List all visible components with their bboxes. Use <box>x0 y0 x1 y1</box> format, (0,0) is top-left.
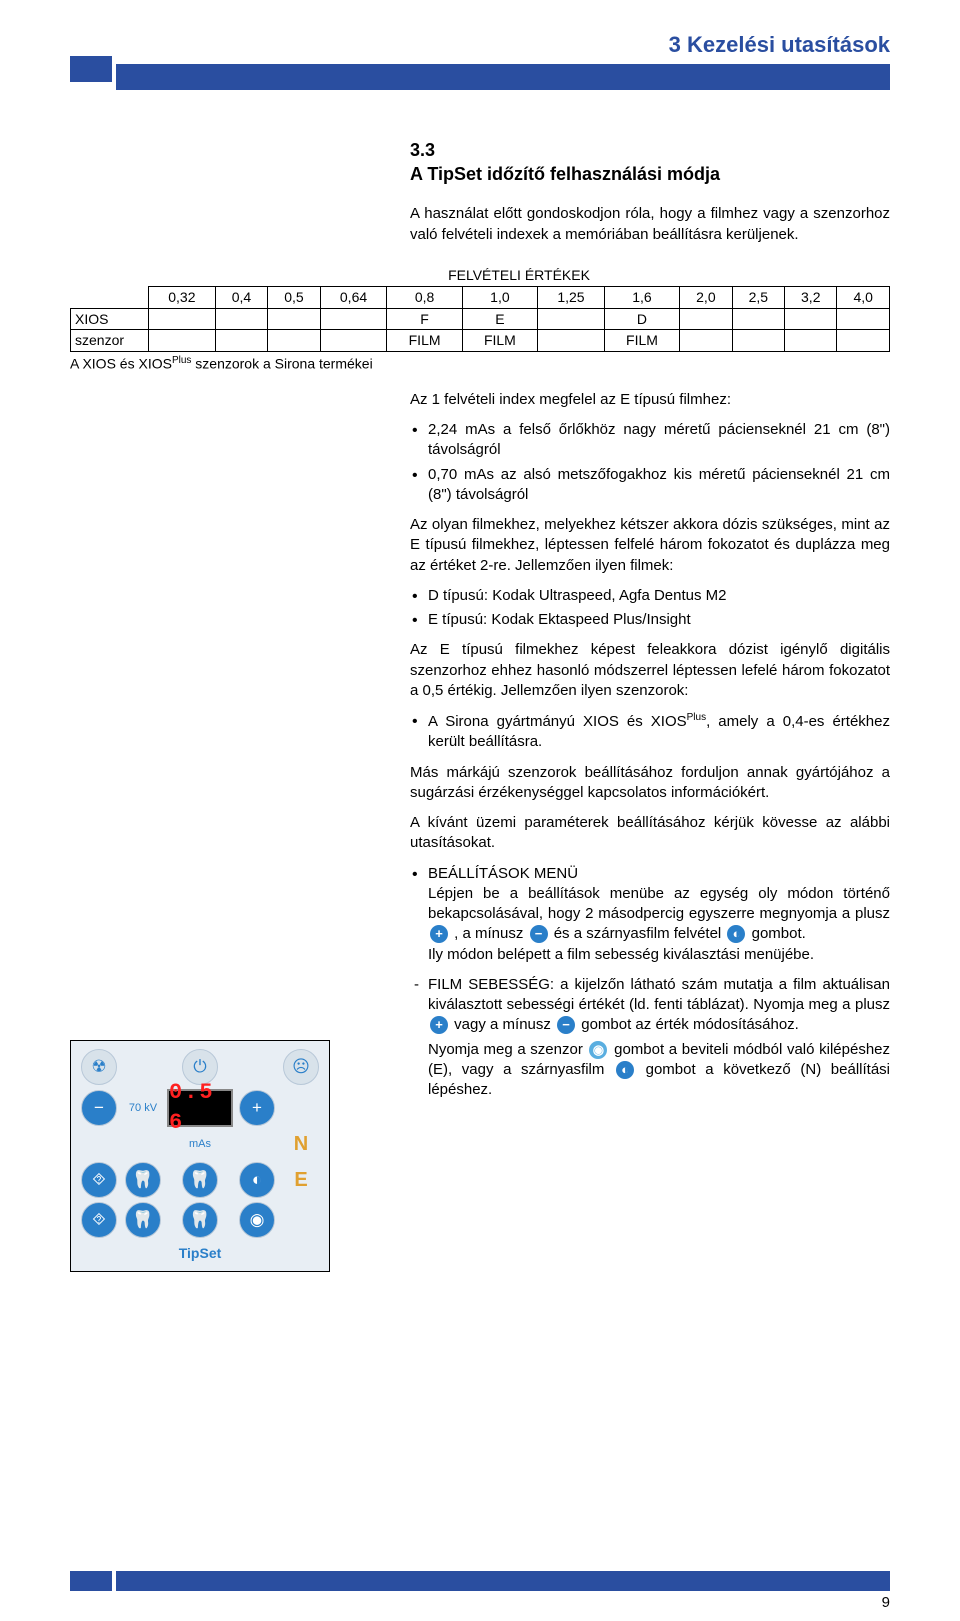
tooth-button[interactable]: 🦷 <box>125 1162 161 1198</box>
list-item: E típusú: Kodak Ektaspeed Plus/Insight <box>410 610 890 630</box>
table-header-row: 0,32 0,4 0,5 0,64 0,8 1,0 1,25 1,6 2,0 2… <box>71 286 890 308</box>
footer-accent-short <box>70 1571 112 1591</box>
dash-item: FILM SEBESSÉG: a kijelzőn látható szám m… <box>410 975 890 1036</box>
kv-label: 70 kV <box>129 1101 157 1116</box>
header-accent-long <box>116 64 890 90</box>
table-footnote: A XIOS és XIOSPlus szenzorok a Sirona te… <box>70 354 890 374</box>
face-icon: ☹ <box>283 1049 319 1085</box>
wing-icon: ◐ <box>616 1061 634 1079</box>
section-number: 3.3 <box>410 138 458 162</box>
intro-paragraph: A használat előtt gondoskodjon róla, hog… <box>410 204 890 245</box>
body-content: Az 1 felvételi index megfelel az E típus… <box>410 390 890 1101</box>
paragraph: Az olyan filmekhez, melyekhez kétszer ak… <box>410 515 890 576</box>
list-item: 2,24 mAs a felső őrlőkhöz nagy méretű pá… <box>410 420 890 461</box>
wing-icon: ◐ <box>727 925 745 943</box>
dash-item: Nyomja meg a szenzor ◉ gombot a beviteli… <box>410 1040 890 1101</box>
mas-label: mAs <box>189 1137 211 1152</box>
list-item: A Sirona gyártmányú XIOS és XIOSPlus, am… <box>410 711 890 753</box>
section-title: A TipSet időzítő felhasználási módja <box>410 162 838 186</box>
wing-button[interactable]: ◐ <box>239 1162 275 1198</box>
header-bar: 3 Kezelési utasítások <box>70 30 890 90</box>
tooth-button[interactable]: 🦷 <box>182 1162 218 1198</box>
minus-button[interactable]: − <box>81 1090 117 1126</box>
list-item: BEÁLLÍTÁSOK MENÜ Lépjen be a beállítások… <box>410 864 890 965</box>
table-row: XIOS F E D <box>71 308 890 330</box>
footer-bar <box>70 1571 890 1591</box>
plus-button[interactable]: + <box>239 1090 275 1126</box>
list-item: 0,70 mAs az alsó metszőfogakhoz kis mére… <box>410 465 890 506</box>
table-title: FELVÉTELI ÉRTÉKEK <box>149 265 890 286</box>
minus-icon: − <box>557 1016 575 1034</box>
tooth-button[interactable]: 🦷 <box>182 1202 218 1238</box>
section-heading: 3.3 A TipSet időzítő felhasználási módja <box>410 138 890 187</box>
patient-button[interactable]: ⯑ <box>81 1162 117 1198</box>
page-number: 9 <box>882 1593 890 1613</box>
n-label: N <box>294 1131 308 1158</box>
paragraph: Az E típusú filmekhez képest feleakkora … <box>410 640 890 701</box>
paragraph: A kívánt üzemi paraméterek beállításához… <box>410 813 890 854</box>
exposure-table: FELVÉTELI ÉRTÉKEK 0,32 0,4 0,5 0,64 0,8 … <box>70 265 890 374</box>
tooth-button[interactable]: 🦷 <box>125 1202 161 1238</box>
radiation-icon: ☢ <box>81 1049 117 1085</box>
paragraph: Az 1 felvételi index megfelel az E típus… <box>410 390 890 410</box>
table-row: szenzor FILM FILM FILM <box>71 330 890 352</box>
plus-icon: + <box>430 925 448 943</box>
footer-accent-long <box>116 1571 890 1591</box>
minus-icon: − <box>530 925 548 943</box>
tipset-label: TipSet <box>79 1244 321 1263</box>
plus-icon: + <box>430 1016 448 1034</box>
control-panel-image: ☢ ⏻ ☹ − 70 kV 0.5 6 + mAs N ⯑ 🦷 🦷 ◐ E ⯑ … <box>70 1040 330 1272</box>
sensor-icon: ◉ <box>589 1041 607 1059</box>
display-readout: 0.5 6 <box>167 1089 233 1127</box>
paragraph: Más márkájú szenzorok beállításához ford… <box>410 763 890 804</box>
list-item: D típusú: Kodak Ultraspeed, Agfa Dentus … <box>410 586 890 606</box>
e-label: E <box>294 1167 307 1194</box>
chapter-title: 3 Kezelési utasítások <box>116 30 890 64</box>
header-accent-short <box>70 56 112 82</box>
patient-button[interactable]: ⯑ <box>81 1202 117 1238</box>
sensor-button[interactable]: ◉ <box>239 1202 275 1238</box>
